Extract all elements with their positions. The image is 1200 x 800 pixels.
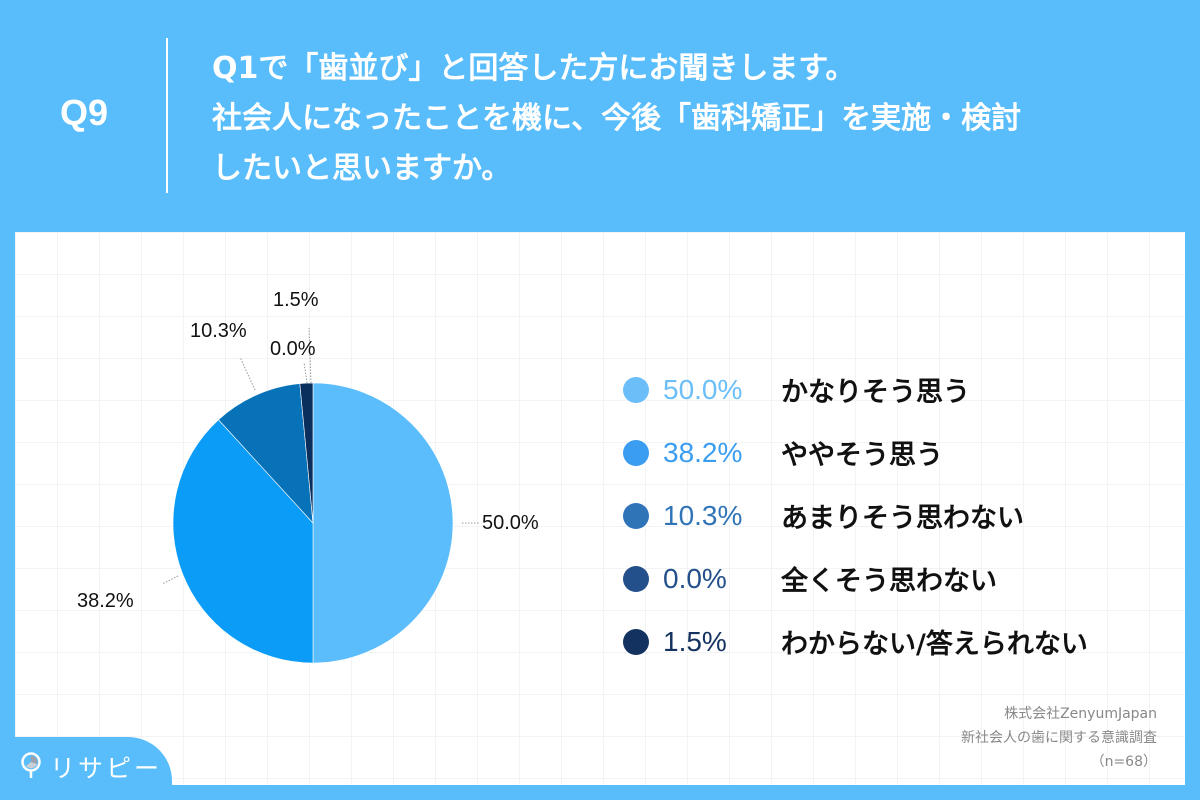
legend-item: 0.0% 全くそう思わない bbox=[623, 547, 1088, 610]
pie-label-somewhat: 38.2% bbox=[77, 590, 134, 612]
chart-legend: 50.0% かなりそう思う 38.2% ややそう思う 10.3% あまりそう思わない 0.0… bbox=[623, 358, 1088, 673]
logo-text: リサピー bbox=[50, 754, 163, 783]
legend-label: かなりそう思う bbox=[781, 377, 970, 408]
pie-slice bbox=[312, 382, 454, 664]
leader-line bbox=[308, 327, 312, 384]
leader-line bbox=[161, 575, 179, 585]
pie-label-dont-know: 1.5% bbox=[273, 289, 319, 311]
legend-item: 1.5% わからない/答えられない bbox=[623, 610, 1088, 673]
chart-card: 50.0% 38.2% 10.3% 0.0% 1.5% 50.0% かなりそう思う… bbox=[15, 232, 1185, 785]
legend-dot-icon bbox=[623, 439, 649, 466]
question-line-2: 社会人になったことを機に、今後「歯科矯正」を実施・検討 bbox=[212, 101, 1022, 136]
leader-line bbox=[303, 361, 308, 384]
legend-item: 10.3% あまりそう思わない bbox=[623, 484, 1088, 547]
legend-label: わからない/答えられない bbox=[781, 629, 1088, 660]
legend-dot-icon bbox=[623, 376, 649, 403]
pie-chart bbox=[161, 327, 479, 664]
question-text: Q1で「歯並び」と回答した方にお聞きします。 社会人になったことを機に、今後「歯… bbox=[212, 44, 1172, 194]
legend-label: 全くそう思わない bbox=[781, 566, 997, 597]
question-line-1: Q1で「歯並び」と回答した方にお聞きします。 bbox=[212, 51, 856, 86]
legend-dot-icon bbox=[623, 628, 649, 655]
legend-item: 50.0% かなりそう思う bbox=[623, 358, 1088, 421]
question-number: Q9 bbox=[60, 92, 109, 133]
legend-percent: 50.0% bbox=[663, 373, 743, 405]
pie-label-not-at-all: 0.0% bbox=[270, 338, 316, 360]
legend-label: ややそう思う bbox=[781, 440, 943, 471]
source-note: 株式会社ZenyumJapan 新社会人の歯に関する意識調査 （n=68） bbox=[961, 702, 1157, 774]
pie-slice bbox=[172, 419, 314, 664]
header-divider bbox=[166, 38, 168, 193]
legend-dot-icon bbox=[623, 565, 649, 592]
pie-slice bbox=[299, 382, 314, 524]
legend-item: 38.2% ややそう思う bbox=[623, 421, 1088, 484]
source-survey: 新社会人の歯に関する意識調査 bbox=[961, 730, 1157, 746]
leader-line bbox=[239, 356, 256, 391]
legend-percent: 38.2% bbox=[663, 436, 743, 468]
source-sample-size: （n=68） bbox=[1090, 754, 1157, 770]
legend-percent: 10.3% bbox=[663, 499, 743, 531]
question-line-3: したいと思いますか。 bbox=[212, 151, 512, 186]
legend-dot-icon bbox=[623, 502, 649, 529]
legend-label: あまりそう思わない bbox=[781, 503, 1024, 534]
map-pin-icon bbox=[21, 752, 41, 778]
brand-logo: リサピー bbox=[0, 737, 172, 800]
pie-slice bbox=[218, 383, 314, 524]
source-company: 株式会社ZenyumJapan bbox=[1004, 706, 1157, 722]
legend-percent: 0.0% bbox=[663, 562, 727, 594]
pie-label-very-much: 50.0% bbox=[482, 512, 539, 534]
pie-label-not-much: 10.3% bbox=[190, 320, 247, 342]
legend-percent: 1.5% bbox=[663, 625, 727, 657]
